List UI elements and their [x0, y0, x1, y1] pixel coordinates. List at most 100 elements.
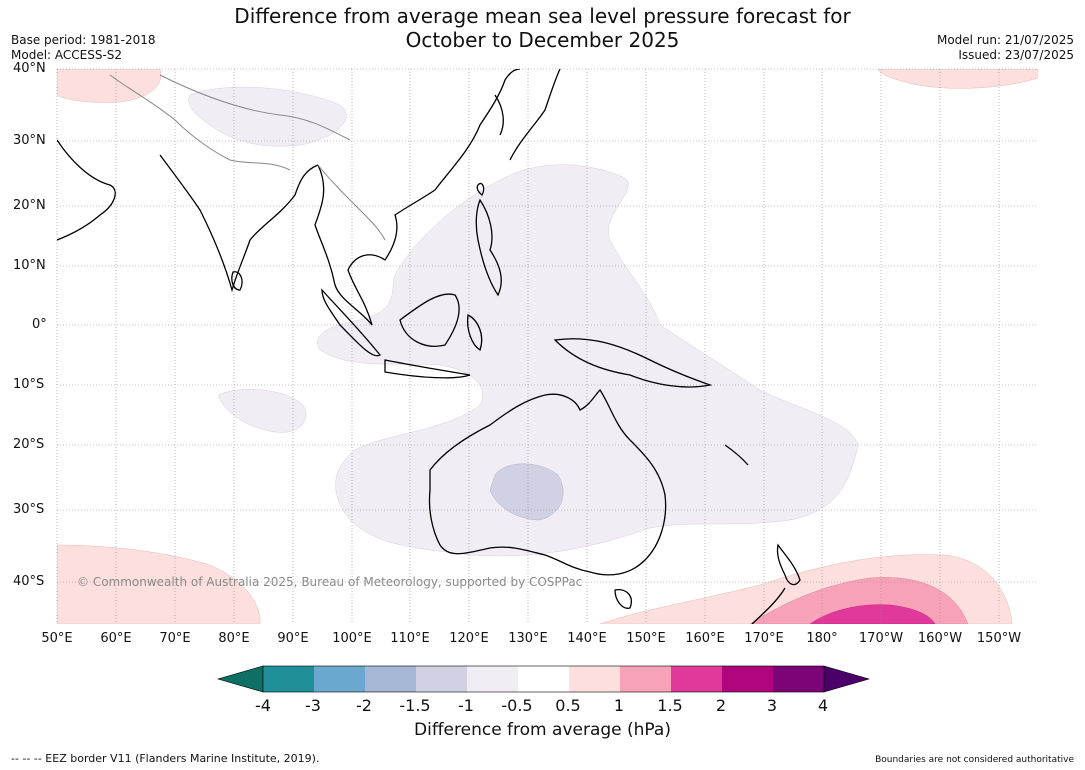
lon-label: 110°E: [390, 631, 430, 646]
coast-india: [159, 154, 319, 293]
colorbar-swatch: [416, 666, 467, 692]
colorbar-swatch: [722, 666, 773, 692]
lon-label: 160°W: [917, 631, 963, 646]
lon-label: 120°E: [449, 631, 489, 646]
lon-label: 70°E: [159, 631, 191, 646]
lat-label: 10°S: [13, 377, 45, 392]
colorbar-title: Difference from average (hPa): [414, 720, 671, 740]
lat-label: 40°N: [13, 61, 46, 76]
colorbar-swatch: [671, 666, 722, 692]
lat-label: 40°S: [13, 574, 45, 589]
anomaly-neg-light-north: [188, 86, 347, 147]
coast-new-guinea: [553, 338, 713, 388]
border-south-asia: [109, 74, 291, 171]
coast-nz-south: [751, 587, 786, 624]
lon-label: 180°: [806, 631, 838, 646]
meta-right: Model run: 21/07/2025 Issued: 23/07/2025: [937, 33, 1074, 63]
title-line-2: October to December 2025: [405, 28, 680, 52]
lon-label: 160°E: [685, 631, 725, 646]
colorbar: [216, 665, 871, 693]
colorbar-tick: -3: [305, 696, 321, 715]
coast-tasmania: [614, 589, 632, 609]
lat-label: 20°S: [13, 437, 45, 452]
colorbar-swatch: [263, 666, 314, 692]
lon-label: 50°E: [41, 631, 73, 646]
country-borders: [109, 74, 386, 241]
coast-korea: [494, 94, 504, 136]
map-title: Difference from average mean sea level p…: [0, 4, 1085, 52]
coast-borneo: [399, 293, 460, 347]
boundaries-disclaimer: Boundaries are not considered authoritat…: [875, 755, 1074, 765]
colorbar-tick: 3: [766, 696, 778, 715]
colorbar-tick: -0.5: [501, 696, 533, 715]
colorbar-extend-low: [216, 665, 264, 693]
colorbar-tick: -1: [458, 696, 474, 715]
lat-label: 30°N: [13, 133, 46, 148]
lon-label: 60°E: [100, 631, 132, 646]
title-line-1: Difference from average mean sea level p…: [234, 4, 851, 28]
anomaly-neg-light-region: [317, 164, 859, 557]
lon-label: 130°E: [508, 631, 548, 646]
coast-philippines: [475, 198, 502, 297]
longitude-labels: 50°E 60°E 70°E 80°E 90°E 100°E 110°E 120…: [0, 631, 1085, 649]
anomaly-neg-light-io: [217, 389, 307, 433]
anomaly-pos-strong-south: [809, 604, 936, 624]
colorbar-swatch: [314, 666, 365, 692]
anomaly-shading: [57, 69, 1038, 624]
issued-date: Issued: 23/07/2025: [958, 48, 1074, 62]
lat-label: 0°: [32, 317, 47, 332]
lon-label: 170°W: [858, 631, 904, 646]
coast-new-caledonia: [724, 444, 749, 466]
colorbar-swatch: [569, 666, 620, 692]
colorbar-swatch: [467, 666, 518, 692]
coast-se-asia: [314, 69, 521, 326]
lon-label: 150°W: [976, 631, 1022, 646]
graticule: [56, 68, 1038, 624]
coast-sri-lanka: [231, 271, 243, 291]
anomaly-pos-pink-northeast: [877, 69, 1038, 89]
meta-left: Base period: 1981-2018 Model: ACCESS-S2: [11, 33, 156, 63]
coast-australia: [428, 388, 667, 576]
anomaly-pos-pink-northwest: [57, 69, 162, 103]
anomaly-pos-pink-southwest: [57, 544, 261, 624]
lon-label: 150°E: [626, 631, 666, 646]
lon-label: 140°E: [567, 631, 607, 646]
coast-sumatra: [321, 288, 381, 357]
lon-label: 170°E: [744, 631, 784, 646]
colorbar-tick: 0.5: [555, 696, 581, 715]
base-period: Base period: 1981-2018: [11, 33, 156, 47]
colorbar-tick: -2: [356, 696, 372, 715]
border-indochina: [317, 164, 386, 241]
coast-java: [384, 359, 471, 379]
coast-arabia: [57, 139, 116, 241]
colorbar-tick: 1: [613, 696, 625, 715]
border-china: [159, 74, 351, 141]
coast-nz-north: [776, 543, 801, 586]
colorbar-swatch: [365, 666, 416, 692]
colorbar-swatch: [773, 666, 824, 692]
anomaly-neg-mid-australia: [489, 463, 564, 521]
coastlines: [57, 69, 801, 624]
lon-label: 90°E: [277, 631, 309, 646]
coast-japan: [509, 69, 561, 161]
colorbar-tick: 2: [715, 696, 727, 715]
coast-taiwan: [476, 182, 485, 196]
colorbar-tick: 4: [817, 696, 829, 715]
lat-label: 10°N: [13, 258, 46, 273]
lat-label: 20°N: [13, 198, 46, 213]
eez-note: -- -- -- EEZ border V11 (Flanders Marine…: [11, 752, 320, 765]
lon-label: 80°E: [218, 631, 250, 646]
colorbar-swatch: [518, 666, 569, 692]
colorbar-frame: [262, 665, 825, 693]
colorbar-extend-high: [823, 665, 871, 693]
model-name: Model: ACCESS-S2: [11, 48, 123, 62]
lon-label: 100°E: [332, 631, 372, 646]
lat-label: 30°S: [13, 502, 45, 517]
colorbar-tick: -4: [255, 696, 271, 715]
coast-sulawesi: [466, 314, 483, 351]
model-run: Model run: 21/07/2025: [936, 33, 1074, 47]
colorbar-tick: 1.5: [657, 696, 683, 715]
copyright-notice: © Commonwealth of Australia 2025, Bureau…: [77, 575, 583, 589]
colorbar-swatch: [620, 666, 671, 692]
